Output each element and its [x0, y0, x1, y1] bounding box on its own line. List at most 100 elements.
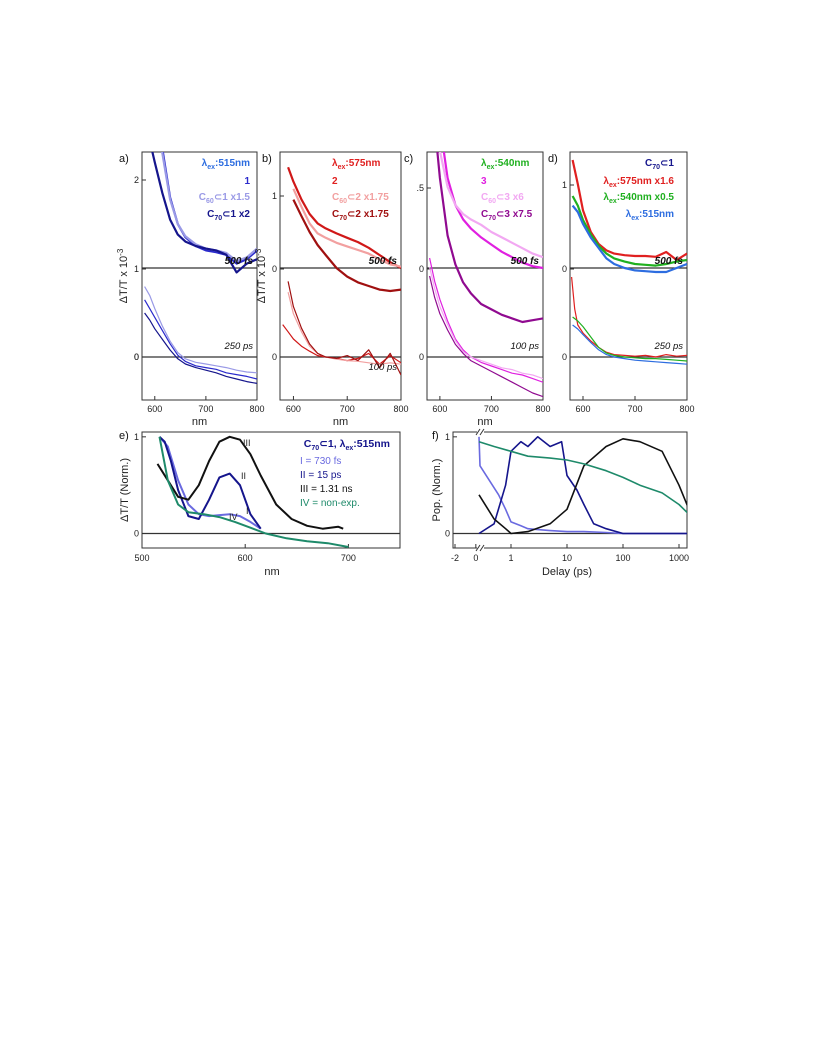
plot-frame	[452, 431, 688, 549]
legend-entry: C60​⊂1 x1.5	[199, 192, 251, 205]
x-tick-label: 10	[562, 553, 572, 563]
series-line-2	[571, 195, 687, 267]
legend-entry: I = 730 fs	[300, 456, 341, 467]
legend-entry: 2	[332, 176, 338, 187]
y-tick-label: 0	[272, 264, 277, 274]
x-tick-label: 700	[198, 404, 213, 414]
series-line-6	[572, 324, 687, 365]
x-tick-label: 700	[627, 404, 642, 414]
series-line-4	[429, 257, 543, 383]
x-axis-label: nm	[264, 566, 279, 578]
y-axis-label: ΔT/T x 10-3​	[254, 248, 268, 303]
plot-frame	[569, 151, 688, 401]
y-tick-label: 0	[134, 352, 139, 362]
component-IV-line	[158, 436, 349, 548]
series-line-3	[571, 204, 687, 274]
series-group	[144, 152, 257, 384]
legend-entry: C70​⊂1 x2	[207, 209, 250, 222]
x-tick-label: 800	[679, 404, 694, 414]
panel-label: e)	[119, 430, 129, 442]
curve-label: II	[241, 471, 246, 481]
y-tick-label: 0	[419, 264, 424, 274]
component-III-line	[156, 435, 344, 530]
series-line-5	[144, 286, 257, 374]
series-line-5	[572, 316, 687, 362]
series-line-2	[292, 188, 401, 268]
axis-break	[479, 544, 485, 552]
series-line-1	[287, 166, 401, 269]
x-tick-label: -2	[451, 553, 459, 563]
x-tick-label: 700	[340, 404, 355, 414]
x-axis-label: nm	[333, 416, 348, 428]
series-group	[571, 159, 687, 365]
axis-break	[479, 428, 485, 436]
y-tick-label: 0	[134, 352, 139, 362]
panel-d: d) 1 0 0 600 700 800 500 fs 250 ps C70​⊂1 λex​:575…	[548, 151, 695, 414]
legend-entry: λex​:575nm	[332, 158, 380, 171]
x-tick-label: 700	[484, 404, 499, 414]
series-line-1	[571, 159, 687, 262]
series-line-2	[161, 152, 257, 263]
x-tick-label: 100	[615, 553, 630, 563]
x-tick-label: 600	[147, 404, 162, 414]
x-tick-label: 600	[238, 553, 253, 563]
x-axis-label: nm	[477, 416, 492, 428]
panel-label: f)	[432, 430, 439, 442]
legend-entry: λex​:575nm x1.6	[603, 176, 674, 189]
legend-entry: C70​⊂2 x1.75	[332, 209, 389, 222]
series-line-3	[436, 152, 543, 324]
curve-label: III	[243, 438, 251, 448]
delay-annotation: 250 ps	[223, 341, 253, 352]
y-tick-label: 0	[562, 264, 567, 274]
axis-break	[477, 544, 484, 552]
population-III-line	[478, 437, 687, 535]
x-tick-label: 1	[508, 553, 513, 563]
x-axis-label: nm	[192, 416, 207, 428]
y-tick-label: 0	[272, 352, 277, 362]
panel-label: c)	[404, 153, 413, 165]
x-tick-label: 600	[575, 404, 590, 414]
y-tick-label: 1	[134, 432, 139, 442]
delay-annotation: 500 fs	[225, 256, 254, 267]
x-tick-label: 800	[249, 404, 264, 414]
series-line-6	[144, 312, 257, 384]
y-tick-label: 0	[445, 529, 450, 539]
y-tick-label: .5	[416, 183, 424, 193]
legend-entry: 1	[244, 176, 250, 187]
axis-break	[475, 544, 481, 552]
y-axis-label: ΔT/T (Norm.)	[119, 458, 131, 522]
series-line-6	[287, 281, 401, 376]
x-tick-label: 500	[134, 553, 149, 563]
curve-label: I	[246, 506, 249, 516]
series-line-1	[442, 152, 543, 270]
delay-annotation: 500 fs	[511, 256, 540, 267]
panel-label: d)	[548, 153, 558, 165]
legend-entry: λex​:540nm x0.5	[603, 192, 674, 205]
legend-entry: λex​:515nm	[626, 209, 674, 222]
y-tick-label: 0	[134, 529, 139, 539]
y-tick-label: 0	[562, 352, 567, 362]
plot-frame	[141, 431, 401, 549]
delay-annotation: 500 fs	[369, 256, 398, 267]
x-axis-label: Delay (ps)	[542, 566, 592, 578]
y-tick-label: 1	[134, 264, 139, 274]
legend-entry: III = 1.31 ns	[300, 484, 353, 495]
x-tick-label: 0	[473, 553, 478, 563]
plot-frame	[426, 151, 544, 401]
y-tick-label: 1	[562, 180, 567, 190]
x-tick-label: 700	[341, 553, 356, 563]
series-line-6	[429, 275, 543, 398]
series-line-5	[287, 292, 401, 365]
panel-c: c) .5 0 0 600 700 800 nm 500 fs 100 ps λex​:540nm 3…	[404, 151, 551, 428]
delay-annotation: 500 fs	[655, 256, 684, 267]
y-tick-label: 1	[445, 432, 450, 442]
delay-annotation: 100 ps	[510, 341, 539, 352]
panel-label: b)	[262, 153, 272, 165]
legend-entry: λex​:515nm	[202, 158, 250, 171]
axis-break	[477, 428, 484, 436]
component-II-line	[158, 436, 262, 530]
y-axis-label: ΔT/T x 10-3​	[116, 248, 130, 303]
delay-annotation: 100 ps	[368, 362, 397, 373]
